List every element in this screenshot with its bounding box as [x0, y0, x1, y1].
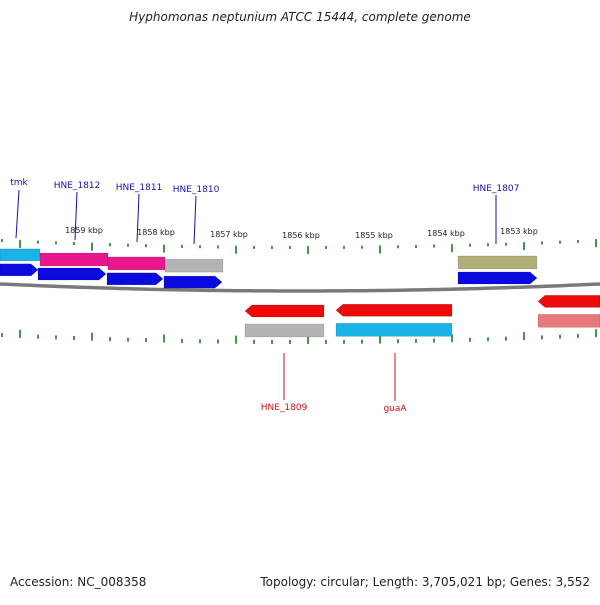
cds-arrow-right-edge [537, 295, 600, 308]
feature-bar-hne-1810 [164, 258, 224, 273]
feature-bar-hne-1807 [457, 255, 538, 270]
leader-tmk [15, 189, 20, 239]
cds-arrow-guaa [335, 304, 453, 317]
label-leader-layer [15, 189, 497, 401]
cds-arrow-hne-1812 [37, 267, 107, 281]
leader-hne-1812 [74, 191, 78, 241]
ruler-label-1856: 1856 kbp [282, 231, 320, 240]
leader-hne-1810 [193, 195, 197, 245]
cds-arrow-hne-1809 [244, 304, 325, 318]
cds-arrow-hne-1810 [163, 275, 223, 289]
cds-arrow-hne-1811 [106, 272, 164, 286]
gene-label-guaa: guaA [383, 404, 407, 414]
cds-arrow-tmk [0, 263, 39, 277]
tick-layer [1, 239, 597, 344]
gene-label-tmk: tmk [10, 178, 28, 188]
ruler-label-1857: 1857 kbp [210, 230, 248, 239]
feature-bar-hne-1812 [39, 252, 109, 267]
feature-bar-hne-1809 [244, 323, 325, 338]
ruler-label-1858: 1858 kbp [137, 228, 175, 237]
backbone-layer [0, 282, 600, 293]
cds-arrow-hne-1807 [457, 271, 538, 285]
gene-label-hne-1807: HNE_1807 [473, 184, 520, 194]
map-title: Hyphomonas neptunium ATCC 15444, complet… [129, 10, 471, 24]
gene-label-hne-1809: HNE_1809 [261, 403, 308, 413]
gene-label-hne-1810: HNE_1810 [173, 185, 220, 195]
ruler-label-1855: 1855 kbp [355, 231, 393, 240]
gene-label-hne-1811: HNE_1811 [116, 183, 163, 193]
feature-bar-guaa [335, 323, 453, 337]
ruler-label-1859: 1859 kbp [65, 226, 103, 235]
ruler-label-1853: 1853 kbp [500, 227, 538, 236]
feature-bar-right-edge [537, 314, 600, 328]
feature-bar-hne-1811 [107, 256, 166, 271]
gene-label-hne-1812: HNE_1812 [54, 181, 101, 191]
ruler-label-1854: 1854 kbp [427, 229, 465, 238]
accession-text: Accession: NC_008358 [10, 575, 147, 589]
genome-backbone [0, 282, 600, 293]
feature-bar-tmk [0, 248, 41, 262]
genome-summary-text: Topology: circular; Length: 3,705,021 bp… [260, 575, 590, 589]
leader-hne-1811 [136, 193, 140, 243]
feature-layer [0, 248, 600, 338]
